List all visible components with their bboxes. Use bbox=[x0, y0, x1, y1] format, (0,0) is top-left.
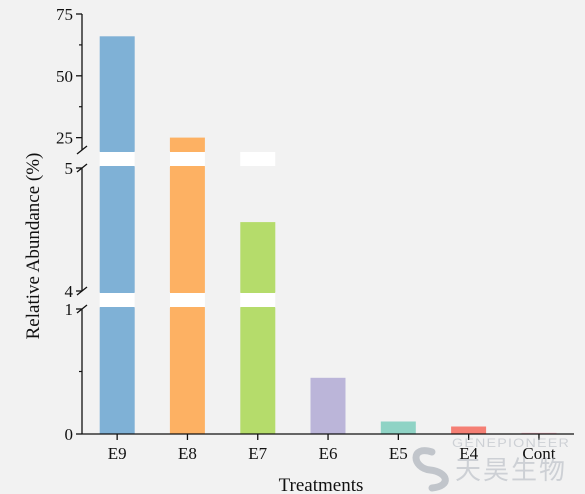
watermark-logo: GENEPIONEER 天昊生物 bbox=[412, 436, 570, 492]
x-tick-label-e8: E8 bbox=[178, 444, 197, 463]
y-axis-title: Relative Abundance (%) bbox=[23, 153, 44, 340]
bar-e4 bbox=[451, 426, 487, 434]
y-tick-label: 4 bbox=[65, 282, 74, 301]
break-gap-1 bbox=[83, 293, 283, 307]
y-tick-label: 25 bbox=[56, 129, 73, 148]
bars-layer bbox=[99, 36, 557, 435]
bar-e9 bbox=[99, 36, 135, 435]
x-tick-label-e4: E4 bbox=[459, 444, 478, 463]
y-tick-label: 50 bbox=[56, 67, 73, 86]
gap-background bbox=[204, 292, 241, 308]
watermark-swirl-icon bbox=[412, 447, 449, 492]
y-tick-label: 0 bbox=[65, 425, 74, 444]
gap-background bbox=[134, 292, 170, 308]
x-tick-label-e7: E7 bbox=[248, 444, 267, 463]
y-tick-label: 5 bbox=[65, 159, 74, 178]
x-tick-label-e9: E9 bbox=[108, 444, 127, 463]
bar-e7 bbox=[240, 222, 276, 434]
axis-break-gaps bbox=[83, 151, 522, 308]
break-gap-2 bbox=[83, 152, 283, 166]
axes-layer bbox=[76, 14, 574, 435]
gap-background bbox=[415, 151, 452, 167]
gap-background bbox=[415, 292, 452, 308]
bar-e6 bbox=[310, 377, 346, 435]
y-tick-label: 1 bbox=[65, 300, 74, 319]
y-tick-label: 75 bbox=[56, 5, 73, 24]
x-axis-title: Treatments bbox=[279, 475, 364, 494]
gap-background bbox=[134, 151, 170, 167]
x-tick-label-e5: E5 bbox=[389, 444, 408, 463]
x-tick-label-e6: E6 bbox=[319, 444, 338, 463]
gap-background bbox=[83, 292, 100, 308]
bar-e8 bbox=[169, 137, 205, 434]
gap-background bbox=[204, 151, 241, 167]
watermark-chinese: 天昊生物 bbox=[455, 455, 567, 485]
gap-background bbox=[345, 151, 381, 167]
gap-background bbox=[275, 292, 311, 308]
watermark-latin: GENEPIONEER bbox=[452, 436, 570, 450]
x-tick-label-cont: Cont bbox=[522, 444, 555, 463]
bar-e5 bbox=[380, 421, 416, 434]
gap-background bbox=[486, 292, 522, 308]
gap-background bbox=[486, 151, 522, 167]
gap-background bbox=[345, 292, 381, 308]
ticks-layer: 0 14 5 25 50 75 E9 E8 E7 E6 E5 E4 Cont bbox=[56, 5, 556, 463]
gap-background bbox=[83, 151, 100, 167]
gap-background bbox=[275, 151, 311, 167]
axis-break-mark bbox=[76, 145, 88, 155]
